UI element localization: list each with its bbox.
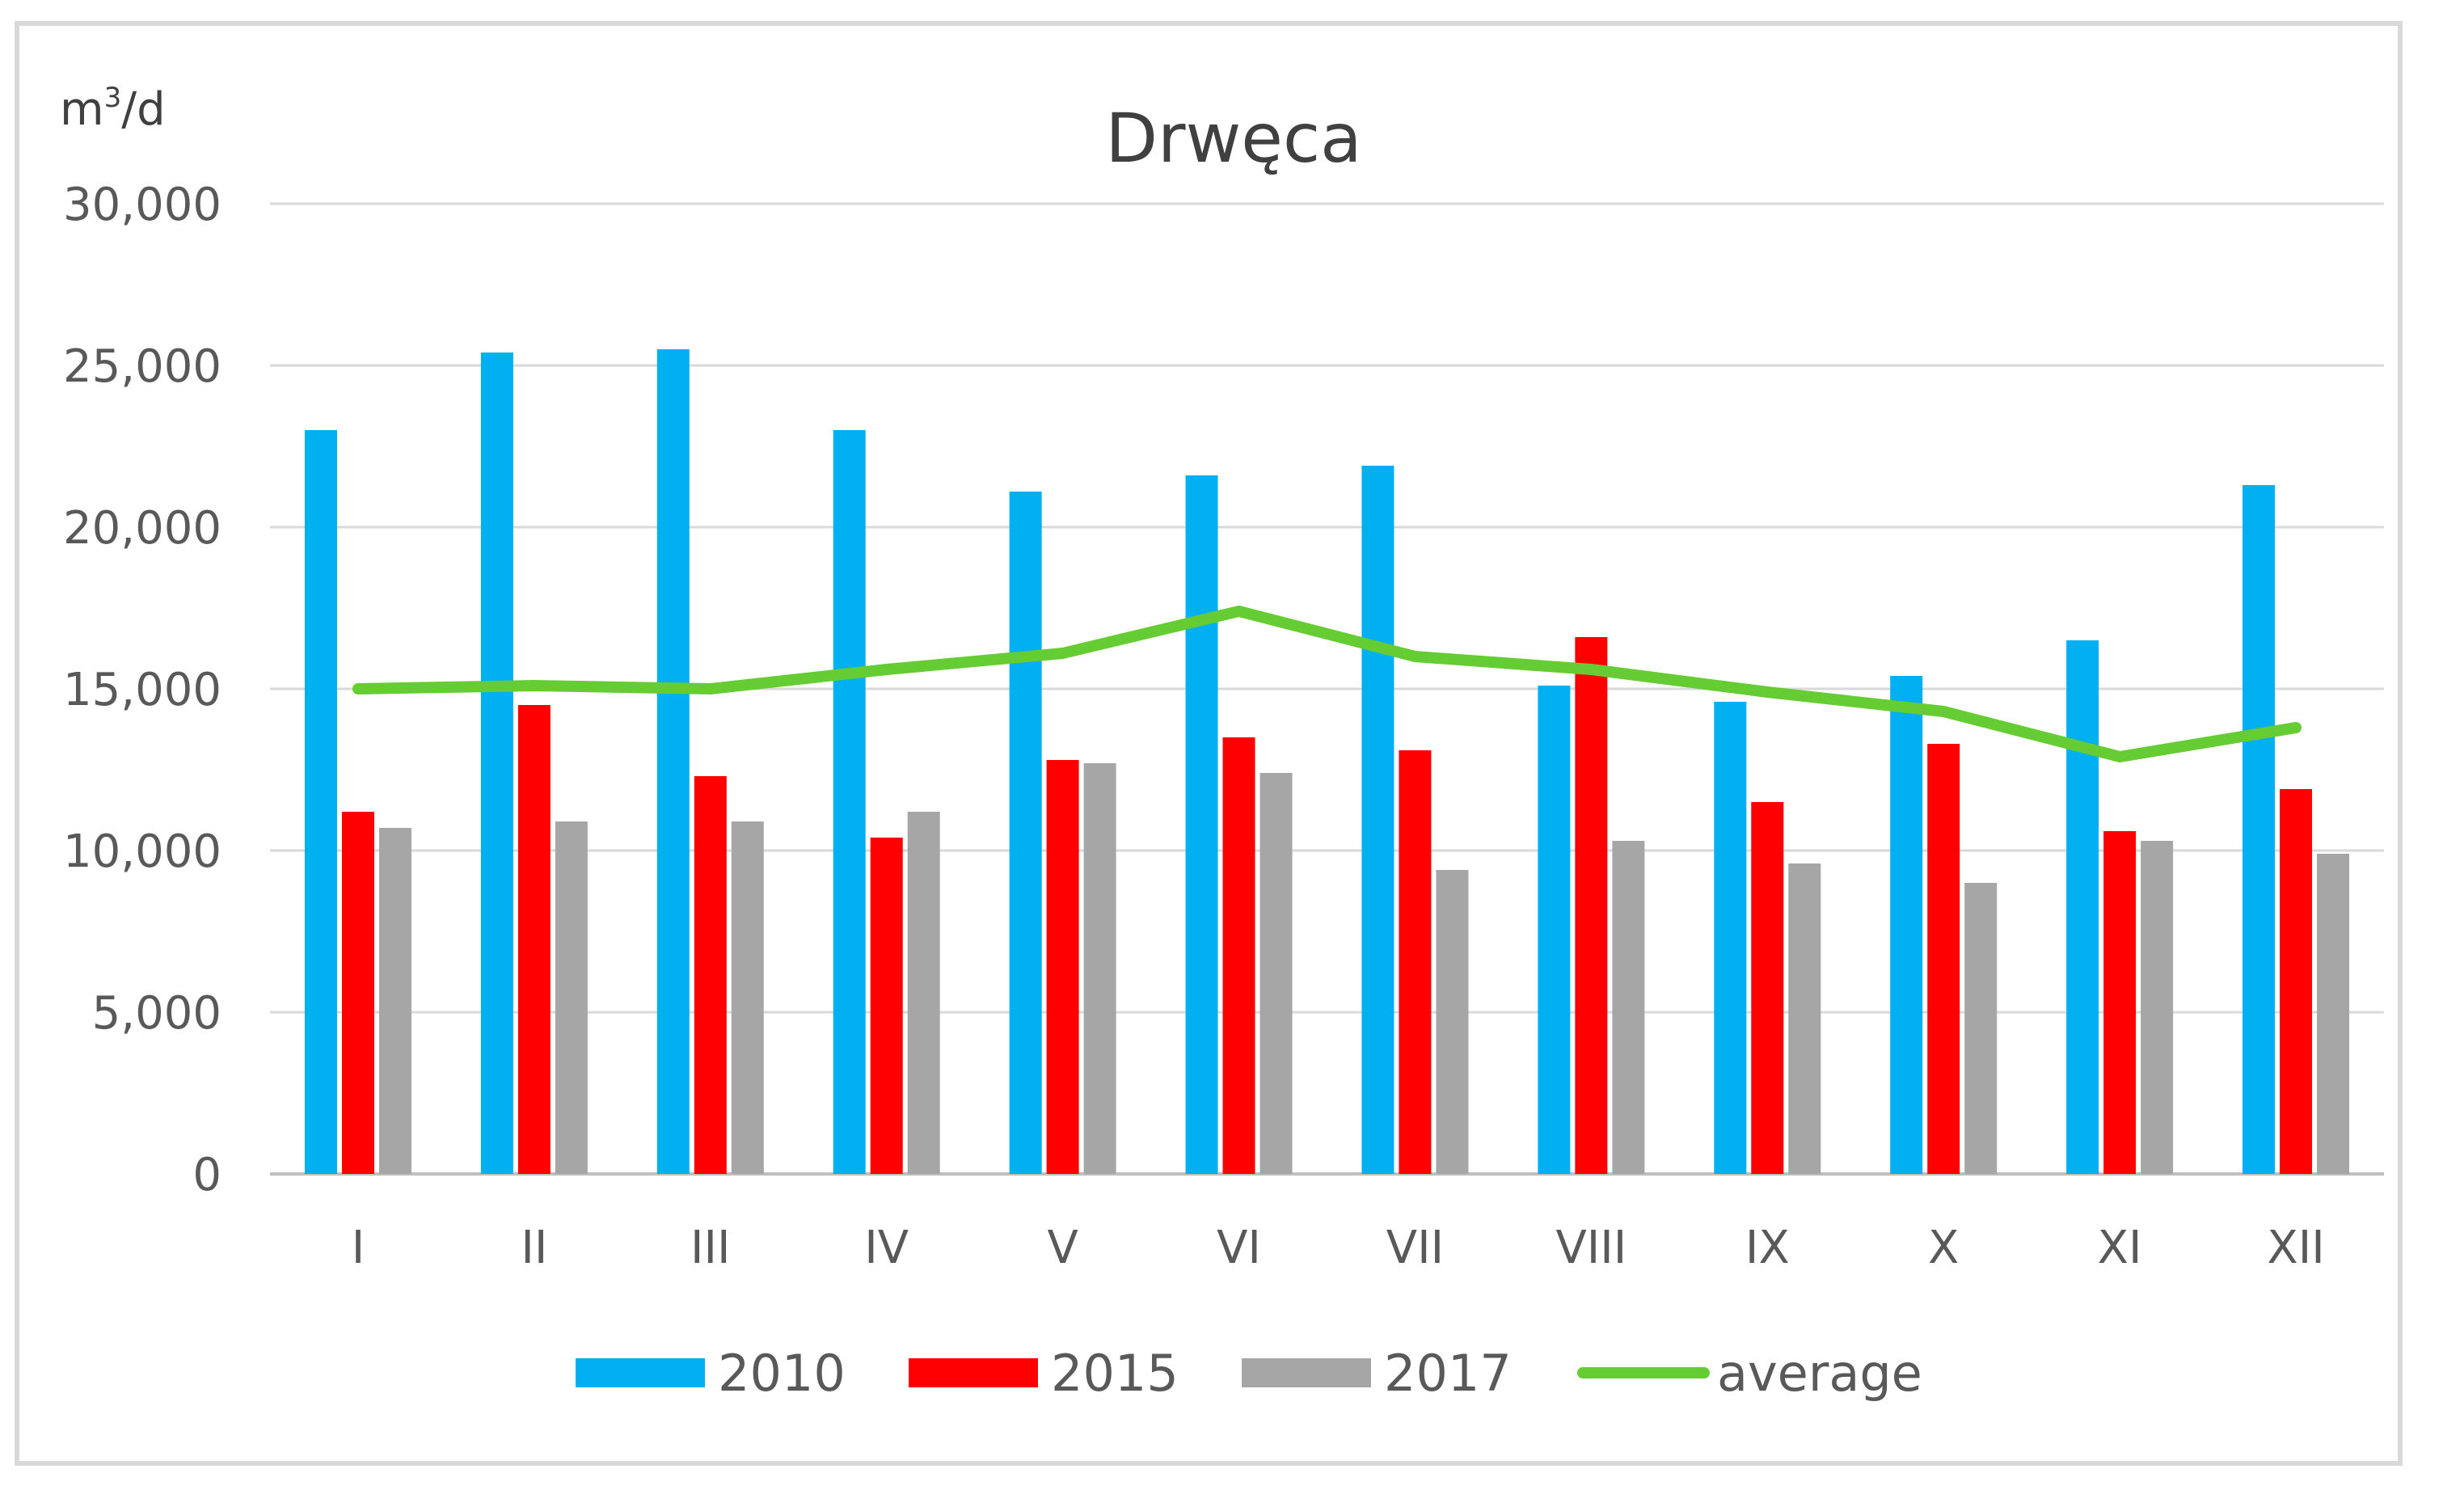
x-tick-label-IV: IV	[864, 1222, 909, 1274]
bar-2010-VII	[1361, 466, 1394, 1174]
y-tick-label-30000: 30,000	[63, 179, 222, 231]
y-axis-unit-rest: /d	[121, 83, 165, 136]
bar-2015-VI	[1222, 737, 1255, 1174]
bars	[304, 349, 2350, 1174]
legend-item-average: average	[1577, 1344, 1922, 1403]
y-axis-unit-base: m	[60, 83, 104, 136]
y-tick-label-25000: 25,000	[63, 340, 222, 393]
bar-2015-VIII	[1575, 637, 1608, 1174]
x-axis-tick-labels: I II III IV V VI VII VIII IX X XI XII	[352, 1222, 2325, 1274]
y-tick-label-0: 0	[192, 1149, 222, 1201]
legend-swatch-2017	[1242, 1358, 1371, 1387]
bar-2010-XI	[2066, 640, 2099, 1174]
bar-2015-XI	[2103, 831, 2137, 1174]
x-tick-label-XII: XII	[2267, 1222, 2324, 1274]
bar-2015-II	[517, 705, 551, 1174]
bar-2017-III	[731, 821, 764, 1174]
legend-swatch-2010	[576, 1358, 705, 1387]
bar-2010-VIII	[1538, 686, 1571, 1174]
legend-item-2010: 2010	[576, 1344, 846, 1403]
bar-2015-VII	[1399, 750, 1432, 1174]
legend-label-average: average	[1717, 1344, 1922, 1403]
legend-label-2015: 2015	[1051, 1344, 1179, 1403]
bar-2017-II	[555, 821, 588, 1174]
bar-2010-III	[656, 349, 690, 1174]
y-tick-label-10000: 10,000	[63, 825, 222, 878]
x-tick-label-V: V	[1047, 1222, 1078, 1274]
x-tick-label-I: I	[352, 1222, 365, 1274]
bar-2010-XII	[2242, 485, 2276, 1174]
legend-item-2015: 2015	[909, 1344, 1179, 1403]
x-tick-label-X: X	[1928, 1222, 1959, 1274]
chart-title: Drwęca	[1105, 99, 1361, 178]
bar-2010-X	[1890, 676, 1923, 1174]
bar-2010-II	[480, 353, 513, 1174]
bar-2017-I	[378, 828, 411, 1174]
y-tick-label-15000: 15,000	[63, 664, 222, 716]
legend: 2010 2015 2017 average	[576, 1344, 1922, 1403]
bar-2017-VI	[1259, 773, 1293, 1174]
bar-2015-I	[341, 812, 374, 1174]
x-tick-label-III: III	[690, 1222, 731, 1274]
bar-2017-VII	[1436, 870, 1469, 1174]
x-tick-label-II: II	[521, 1222, 547, 1274]
legend-swatch-2015	[909, 1358, 1038, 1387]
y-axis-unit-superscript: 3	[104, 82, 122, 114]
bar-2017-XI	[2141, 841, 2174, 1174]
x-tick-label-IX: IX	[1745, 1222, 1790, 1274]
bar-2010-I	[304, 430, 337, 1174]
y-axis-unit-label: m3/d	[60, 82, 166, 136]
line-average	[352, 606, 2302, 762]
chart-frame: 0 5,000 10,000 15,000 20,000 25,000 30,000 I II…	[15, 21, 2403, 1466]
bar-2017-X	[1964, 883, 1998, 1174]
bar-2015-IV	[870, 838, 903, 1174]
x-tick-label-VII: VII	[1386, 1222, 1444, 1274]
bar-2015-V	[1046, 760, 1079, 1174]
x-tick-label-VIII: VIII	[1555, 1222, 1626, 1274]
x-tick-label-VI: VI	[1217, 1222, 1261, 1274]
bar-2010-VI	[1185, 475, 1218, 1174]
bar-2015-IX	[1751, 802, 1784, 1174]
bar-2015-III	[694, 776, 727, 1174]
bar-2017-V	[1083, 763, 1116, 1174]
bar-2017-IV	[907, 812, 940, 1174]
bar-2017-XII	[2317, 854, 2350, 1174]
legend-item-2017: 2017	[1242, 1344, 1512, 1403]
average-line-layer	[352, 606, 2302, 762]
bar-2015-X	[1927, 744, 1960, 1174]
y-tick-label-20000: 20,000	[63, 502, 222, 555]
bar-2010-IV	[833, 430, 866, 1174]
y-tick-label-5000: 5,000	[92, 987, 222, 1040]
bar-2017-IX	[1788, 863, 1821, 1174]
bar-2010-V	[1009, 492, 1042, 1174]
y-axis-tick-labels: 0 5,000 10,000 15,000 20,000 25,000 30,000	[63, 179, 222, 1201]
bar-2017-VIII	[1612, 841, 1645, 1174]
bar-2010-IX	[1714, 702, 1747, 1174]
x-tick-label-XI: XI	[2098, 1222, 2142, 1274]
bar-2015-XII	[2280, 789, 2313, 1174]
legend-label-2017: 2017	[1384, 1344, 1512, 1403]
legend-label-2010: 2010	[718, 1344, 846, 1403]
